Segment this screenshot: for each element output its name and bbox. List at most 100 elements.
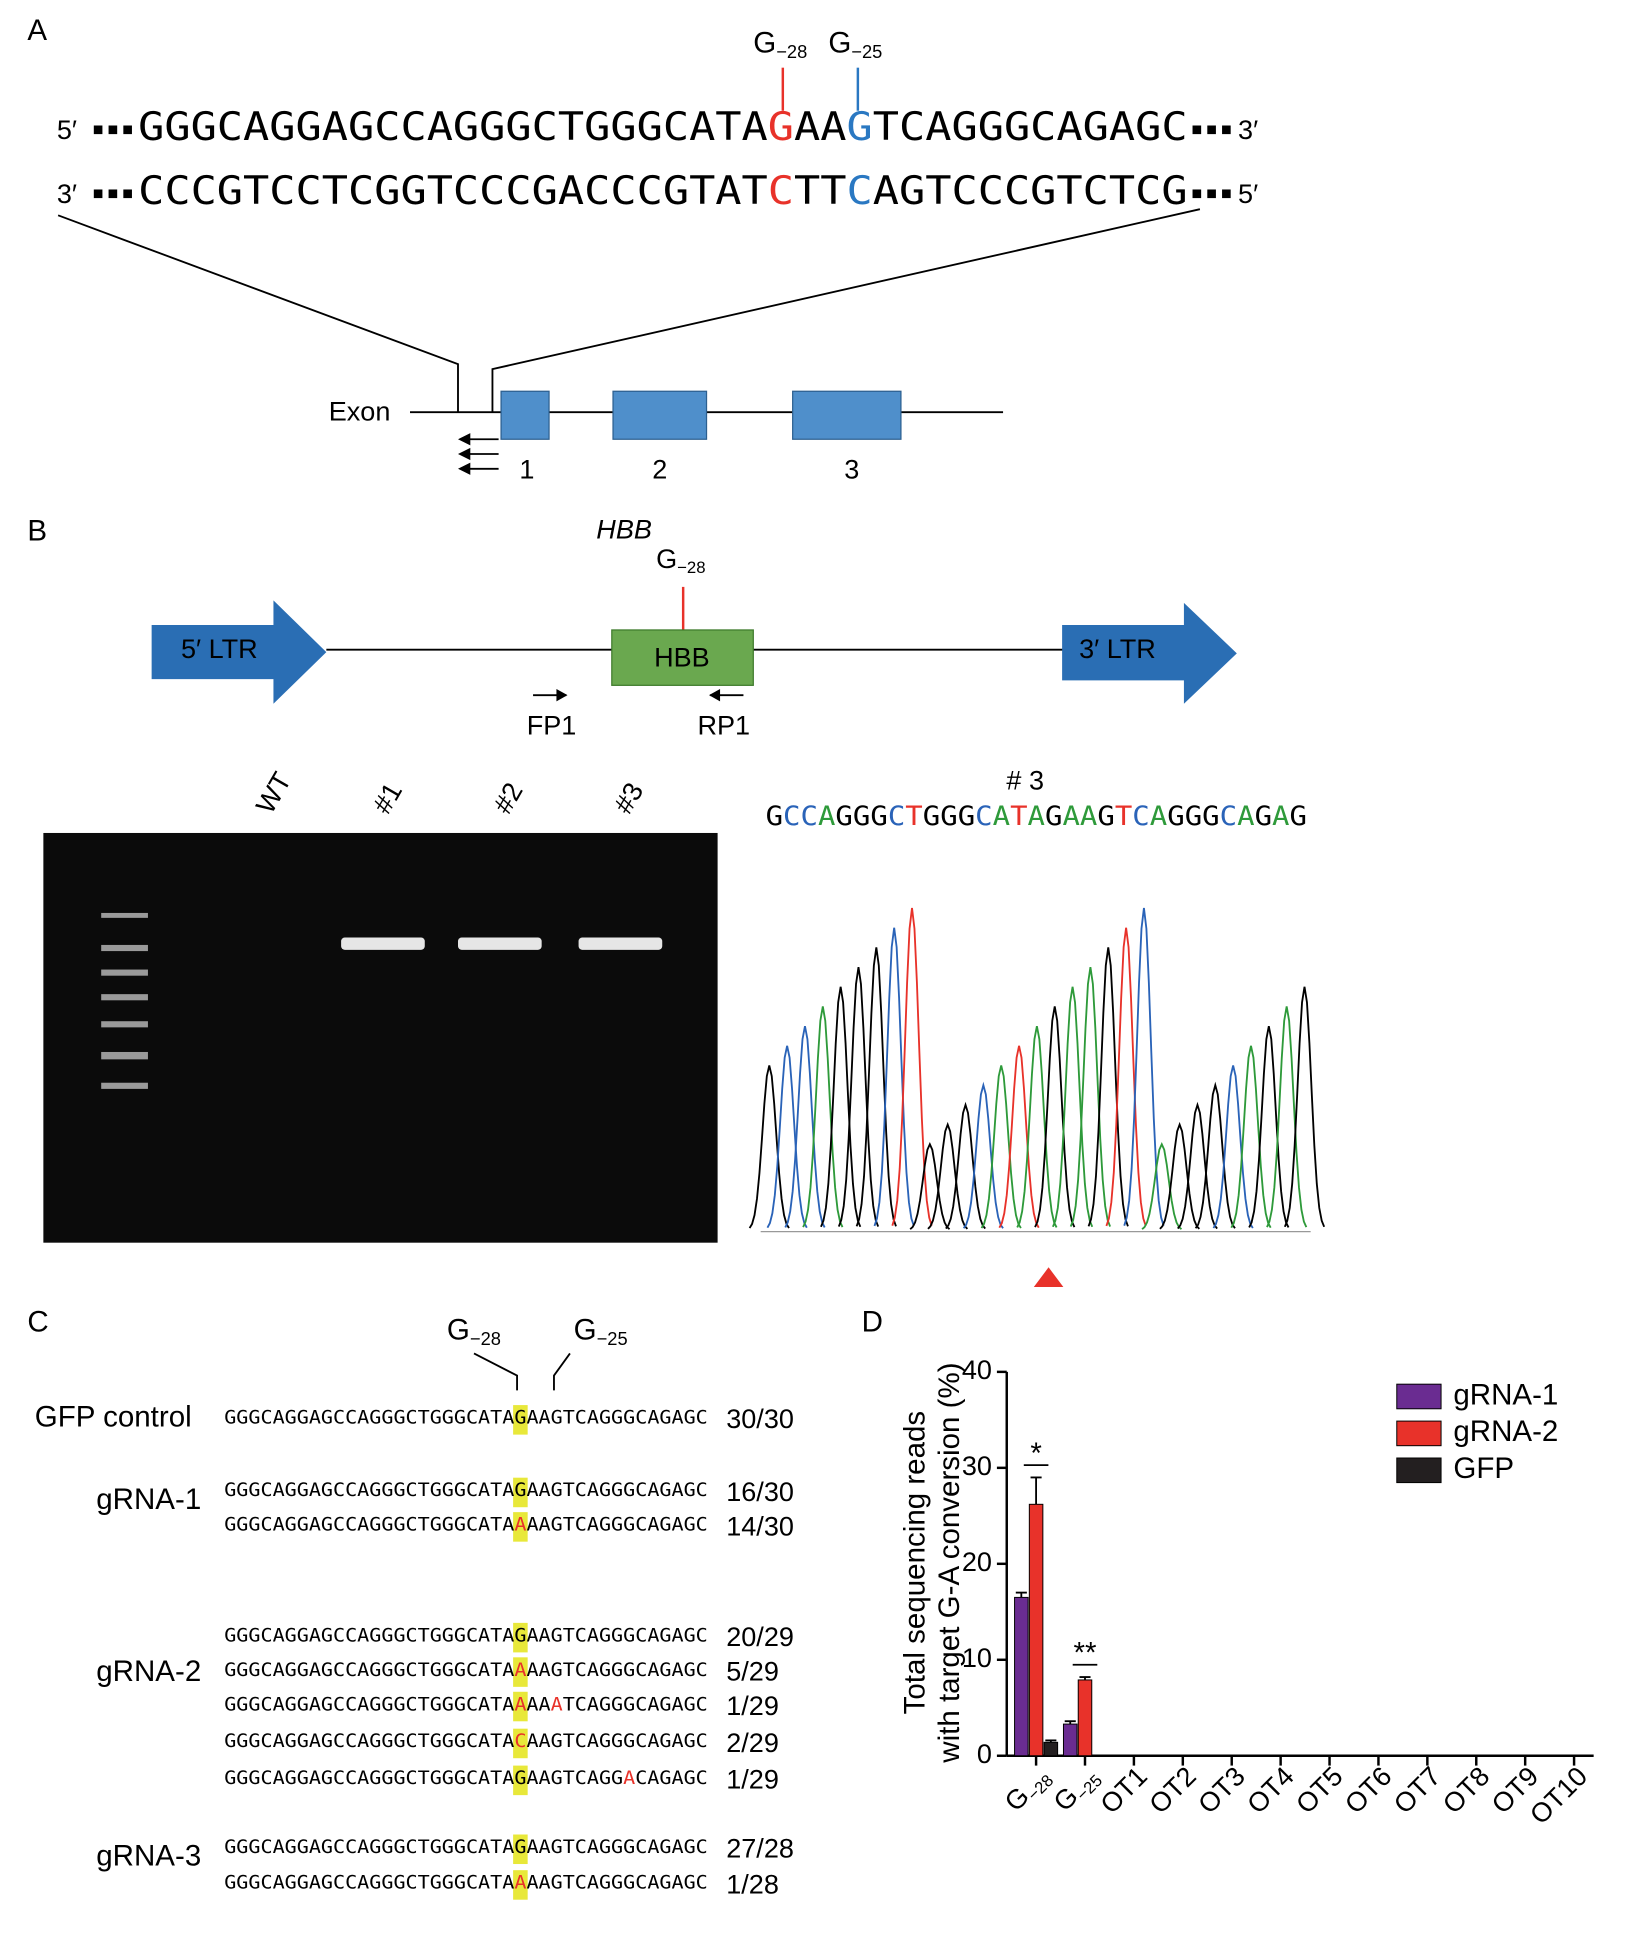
group-label: GFP control [35,1400,192,1433]
sequence-segment: GGGCAGGAGCCAGGGCTGGGCATA [138,104,768,150]
trace-base: T [1115,800,1132,831]
x-tick-label: OT4 [1241,1761,1299,1819]
sequence-segment: GGGCAGGAGCCAGGGCTGGGCATA [224,1660,514,1681]
trace-base: G [1167,800,1184,831]
sequence: GGGCAGGAGCCAGGGCTGGGCATA GAAGTCAGG ACAGAGC [224,1768,708,1789]
ellipsis-dot [93,189,103,199]
highlight [513,1477,528,1508]
site-label: G−28 [656,544,706,577]
trace-base: A [1272,800,1289,831]
read-count: 27/28 [726,1834,794,1864]
site-label: G−25 [1048,1761,1107,1820]
site-label: G−25 [574,1313,628,1349]
ellipsis-dot [1207,189,1216,199]
group-label: gRNA-1 [96,1483,201,1516]
sequence: GGGCAGGAGCCAGGGCTGGGCATA AAAGTCAGGGCAGAGC [224,1515,708,1536]
trace-base: G [853,800,870,831]
ellipsis-dot [1192,125,1202,135]
arrowhead [556,689,568,702]
trace-base: G [1045,800,1062,831]
highlight [513,1834,528,1865]
x-tick-label: OT6 [1339,1761,1397,1819]
sequence-segment: CAGAGC [635,1768,708,1789]
trace-peak [873,927,915,1227]
sequence-segment: GGGCAGGAGCCAGGGCTGGGCATA [224,1768,514,1789]
site-base: G [656,544,677,574]
trace-base: C [975,800,992,831]
read-count: 30/30 [726,1404,794,1434]
exon-label: Exon [329,397,391,427]
trace-base: T [905,800,922,831]
trace-peak [891,907,933,1226]
strand-end: 5′ [57,115,77,145]
read-count: 1/28 [726,1869,779,1899]
sequence-segment: GGGCAGGAGCCAGGGCTGGGCATA [224,1625,514,1646]
site-label: G−28 [447,1313,501,1349]
sequence-segment: AAGTCAGGGCAGAGC [526,1515,707,1536]
trace-peak [998,1045,1040,1229]
panel-label: B [27,515,47,548]
trace-base: G [1255,800,1272,831]
ellipsis-dot [93,125,103,135]
panel-label: A [27,14,47,47]
trace-base: A [1062,800,1079,831]
trace-peak [784,1025,826,1228]
read-count: 5/29 [726,1656,779,1686]
arrowheads [457,433,471,475]
sequence: GGGCAGGAGCCAGGGCTGGGCATA AAAGTCAGGGCAGAGC [224,1873,708,1894]
bracket [473,1352,518,1391]
x-tick-label: OT3 [1192,1761,1250,1819]
x-tick-label: OT7 [1388,1761,1446,1819]
highlight [513,1870,528,1900]
trace-peak [1283,986,1326,1228]
lane-label: #1 [367,778,408,819]
bar [1014,1596,1029,1757]
sequence-segment: TT [794,168,846,214]
trace-base: G [940,800,957,831]
sequence-segment: AAGTCAGGGCAGAGC [526,1731,707,1752]
sequence-segment: AAGTCAGGGCAGAGC [526,1873,707,1894]
trace-peak [802,1006,844,1228]
trace-base: C [783,800,800,831]
site-sub: −28 [776,41,807,62]
ladder [101,912,148,1089]
trace-base: G [1185,800,1202,831]
trace-peak [1052,986,1094,1228]
sequence-segment: AAGTCAGG [526,1768,623,1789]
bar [1077,1679,1093,1757]
significance: * [1030,1437,1042,1470]
trace-peak [748,1065,790,1229]
trace-peak [1141,1141,1183,1230]
trace-base: G [1289,800,1306,831]
x-tick-label: OT5 [1290,1761,1348,1819]
site-base: G [828,26,851,59]
sequence-segment: A [514,1694,526,1715]
sequence-segment: CCCGTCCTCGGTCCCGACCCGTAT [138,168,768,214]
mutation-marker [1033,1267,1064,1287]
trace-base: C [1132,800,1149,831]
primer-label: RP1 [697,710,750,740]
y-tick-label: 0 [977,1739,992,1769]
sequence-segment: G [514,1768,526,1789]
strand-end: 3′ [57,179,77,209]
arrowhead [708,689,721,702]
highlight [513,1728,528,1759]
trace-peak [1016,1025,1058,1228]
trace-peak [1105,927,1147,1227]
trace-base: G [766,800,783,831]
zoom-line [491,208,1201,413]
read-count: 14/30 [726,1511,794,1541]
y-tick-label: 20 [962,1547,992,1577]
trace-peak [1194,1081,1236,1229]
trace-base: C [1220,800,1237,831]
x-tick-label: OT1 [1095,1761,1153,1819]
site-sub: −28 [470,1328,501,1349]
strand-end: 3′ [1238,115,1258,145]
ellipsis-dot [1192,189,1202,199]
zoom-line [57,214,459,413]
trace-peak [1034,1006,1076,1228]
sequence-segment: C [768,168,794,214]
trace-peak [962,1081,1004,1229]
